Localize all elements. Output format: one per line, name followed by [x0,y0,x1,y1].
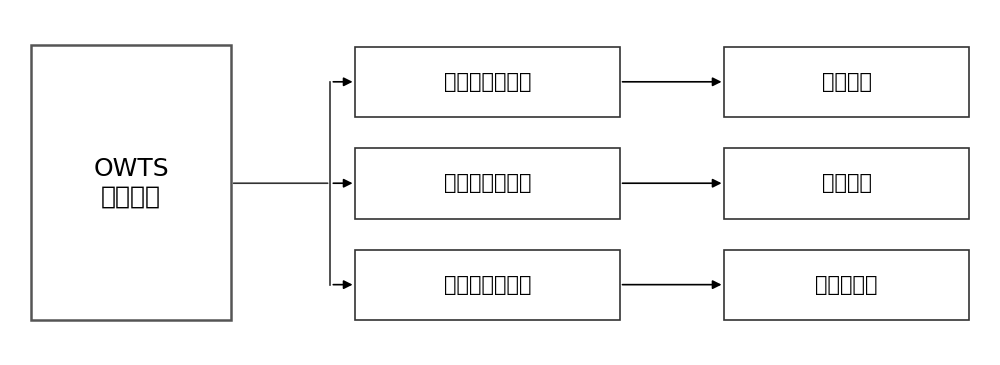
Bar [724,250,969,320]
Bar [355,148,620,219]
Bar [355,250,620,320]
Text: 定位时间差: 定位时间差 [815,275,878,295]
Bar [355,47,620,117]
Text: OWTS
检测装置: OWTS 检测装置 [93,157,169,208]
Text: 电缆的校准信息: 电缆的校准信息 [444,173,531,193]
Bar [724,148,969,219]
Text: 电缆的局放信息: 电缆的局放信息 [444,275,531,295]
Bar [724,47,969,117]
Bar [31,45,231,320]
Text: 电缆的基本信息: 电缆的基本信息 [444,72,531,92]
Text: 电缆长度: 电缆长度 [822,72,872,92]
Text: 电缆波速: 电缆波速 [822,173,872,193]
